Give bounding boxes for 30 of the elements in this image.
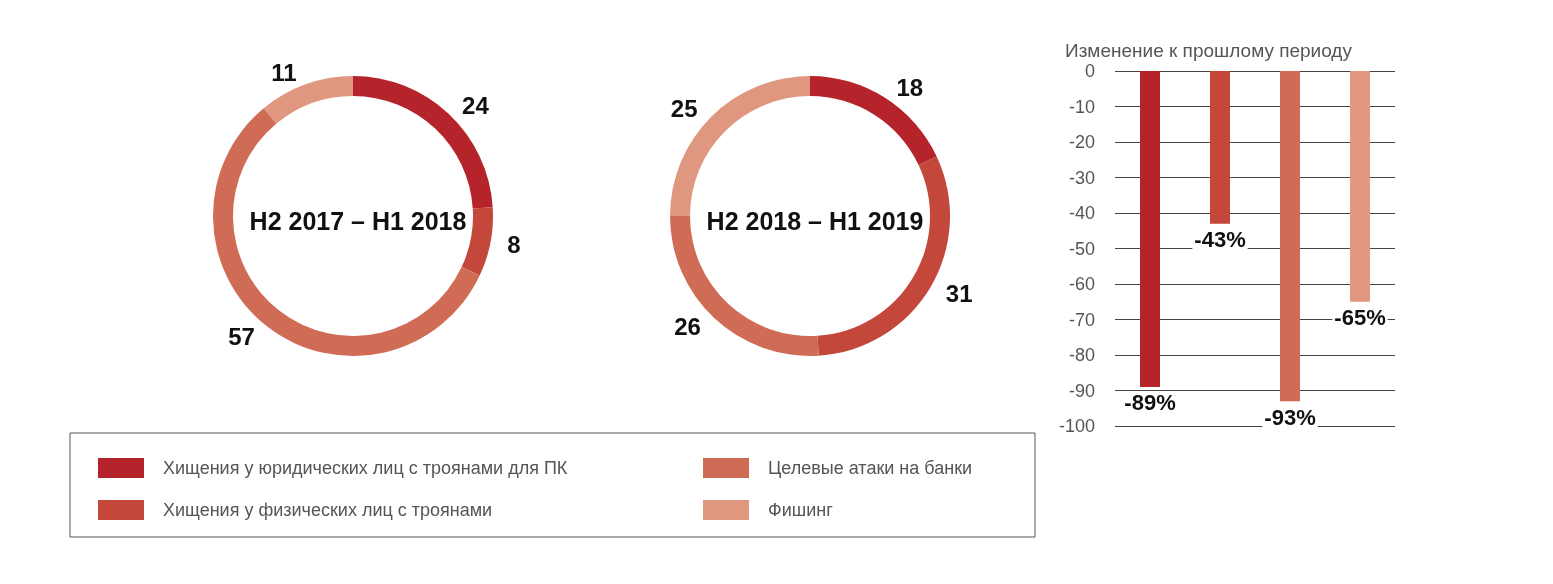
y-tick-label: -80: [1068, 345, 1095, 365]
legend-label: Целевые атаки на банки: [768, 458, 973, 478]
slice-label: H2 2018 – H1 2019: [706, 207, 924, 235]
data-label: -89%: [1124, 390, 1176, 416]
data-label: -93%: [1264, 404, 1316, 430]
data-label: 8: [507, 230, 521, 258]
y-tick-label: -20: [1068, 132, 1095, 152]
data-label: 11: [271, 59, 297, 87]
y-tick-label: -30: [1068, 167, 1095, 188]
y-tick-label: 0: [1084, 61, 1095, 81]
data-label: 25: [670, 95, 698, 123]
y-tick-label: -90: [1068, 380, 1095, 401]
data-label: -43%: [1194, 227, 1246, 253]
data-label: 24: [462, 91, 490, 119]
legend-label: Хищения у физических лиц с троянами: [163, 500, 493, 520]
y-tick-label: -100: [1058, 416, 1095, 436]
data-label: 18: [896, 74, 924, 102]
y-tick-label: -10: [1068, 96, 1095, 117]
legend-label: Фишинг: [768, 500, 834, 520]
data-label: 57: [228, 322, 255, 350]
y-tick-label: -60: [1068, 274, 1095, 294]
slice-label: H2 2017 – H1 2018: [249, 207, 467, 235]
legend-label: Хищения у юридических лиц с троянами для ПК: [163, 458, 568, 478]
data-label: 31: [945, 279, 973, 307]
y-tick-label: -50: [1068, 238, 1095, 259]
y-tick-label: -70: [1068, 309, 1095, 330]
data-label: 26: [674, 313, 701, 341]
data-label: -65%: [1334, 305, 1386, 331]
y-tick-label: -40: [1068, 203, 1095, 223]
chart-title: Изменение к прошлому периоду: [1065, 40, 1353, 61]
